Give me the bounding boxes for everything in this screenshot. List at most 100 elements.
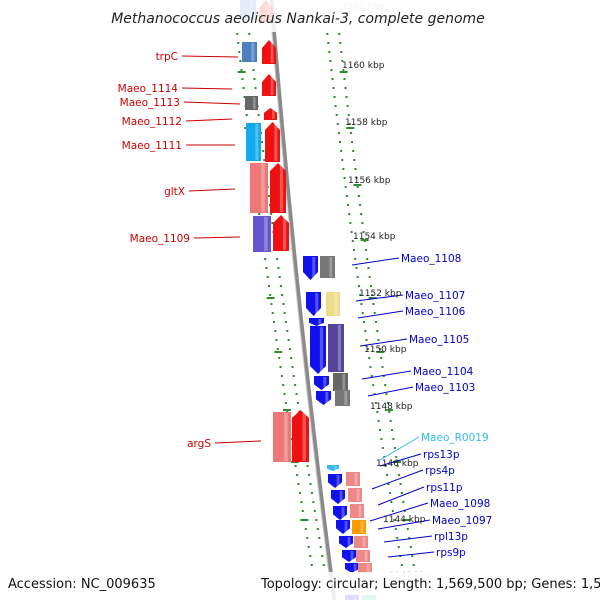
gene-feature[interactable]: [348, 488, 362, 502]
gene-label-right[interactable]: Maeo_1104: [413, 366, 474, 378]
gene-feature[interactable]: [314, 376, 329, 390]
tick-dot: [338, 33, 341, 35]
gene-feature[interactable]: [245, 96, 258, 110]
gene-feature[interactable]: [273, 412, 291, 462]
gene-label-right[interactable]: Maeo_1098: [430, 498, 490, 510]
gene-label-right[interactable]: Maeo_1108: [401, 253, 461, 265]
gene-label-right[interactable]: Maeo_1097: [432, 515, 492, 527]
tick-dot: [264, 258, 267, 260]
gene-label-right[interactable]: rps11p: [426, 482, 463, 494]
gene-feature-layer[interactable]: [240, 0, 376, 600]
gene-shading: [334, 293, 338, 315]
gene-label-right[interactable]: rpl13p: [434, 531, 468, 543]
tick-dot: [340, 51, 343, 53]
gene-label-left[interactable]: trpC: [156, 51, 178, 63]
tick-dot: [245, 114, 248, 116]
gene-feature[interactable]: [306, 292, 321, 316]
gene-label-left[interactable]: Maeo_1112: [122, 116, 182, 128]
gene-feature[interactable]: [346, 472, 360, 486]
gene-feature[interactable]: [333, 373, 348, 391]
gene-feature[interactable]: [310, 326, 326, 374]
label-line-layer: [181, 55, 435, 558]
gene-label-left[interactable]: gltX: [164, 186, 185, 198]
gene-label-left[interactable]: Maeo_1114: [118, 83, 179, 95]
gene-shading: [253, 97, 256, 109]
tick-dot: [373, 393, 376, 395]
gene-label-left[interactable]: Maeo_1109: [130, 233, 190, 245]
gene-feature[interactable]: [356, 550, 370, 562]
tick-dot: [344, 186, 347, 188]
gene-label-left[interactable]: Maeo_1113: [120, 97, 180, 109]
gene-feature[interactable]: [328, 324, 344, 372]
gene-label-right[interactable]: Maeo_1103: [415, 382, 475, 394]
right-label-line: [357, 310, 404, 319]
gene-shading: [302, 411, 306, 461]
tick-dot: [319, 546, 322, 548]
tick-dot: [279, 285, 282, 287]
gene-feature[interactable]: [339, 536, 353, 548]
gene-label-right[interactable]: rps13p: [423, 449, 460, 461]
tick-dot: [271, 312, 274, 314]
gene-label-right[interactable]: rps4p: [425, 465, 455, 477]
gene-feature[interactable]: [345, 563, 359, 573]
gene-feature[interactable]: [328, 474, 342, 488]
left-label-line: [214, 440, 262, 444]
gene-feature[interactable]: [316, 391, 331, 405]
gene-label-left[interactable]: Maeo_1111: [122, 140, 182, 152]
gene-feature[interactable]: [270, 163, 286, 213]
left-label-line: [181, 87, 233, 90]
gene-feature[interactable]: [292, 410, 309, 462]
gene-feature[interactable]: [303, 256, 318, 280]
gene-feature[interactable]: [336, 520, 350, 534]
tick-dot: [261, 141, 264, 143]
gene-label-right[interactable]: Maeo_1107: [405, 290, 465, 302]
gene-feature[interactable]: [335, 390, 350, 406]
gene-feature[interactable]: [262, 74, 276, 96]
gene-feature[interactable]: [326, 292, 340, 316]
gene-label-right[interactable]: Maeo_R0019: [421, 432, 489, 444]
tick-dot: [393, 519, 396, 521]
gene-feature[interactable]: [250, 163, 268, 213]
gene-feature[interactable]: [352, 520, 366, 534]
tick-dot: [359, 294, 362, 296]
gene-feature[interactable]: [253, 216, 271, 252]
gene-feature[interactable]: [350, 504, 364, 518]
tick-dot: [297, 483, 300, 485]
gene-label-right[interactable]: Maeo_1105: [409, 334, 469, 346]
gene-feature[interactable]: [333, 506, 347, 520]
gene-feature[interactable]: [273, 215, 289, 251]
tick-dot: [368, 357, 371, 359]
tick-dot: [370, 375, 373, 377]
gene-shading: [329, 257, 333, 277]
gene-label-left[interactable]: argS: [187, 438, 211, 450]
gene-feature[interactable]: [242, 42, 257, 62]
gene-feature[interactable]: [309, 318, 324, 326]
gene-shading: [341, 507, 345, 519]
gene-shading: [336, 475, 340, 487]
tick-dot: [378, 348, 381, 350]
gene-feature[interactable]: [358, 563, 372, 573]
tick-dot: [374, 402, 377, 404]
tick-dot: [386, 402, 389, 404]
gene-label-right[interactable]: Maeo_1106: [405, 306, 466, 318]
gene-feature[interactable]: [264, 108, 277, 120]
tick-dot: [345, 96, 348, 98]
right-gene-labels[interactable]: Maeo_1108 Maeo_1107 Maeo_1106 Maeo_1105 Maeo…: [401, 253, 492, 559]
gene-feature[interactable]: [320, 256, 335, 278]
gene-feature[interactable]: [342, 550, 356, 562]
tick-dot: [283, 393, 286, 395]
gene-feature[interactable]: [262, 40, 276, 64]
gene-label-right[interactable]: rps9p: [436, 547, 466, 559]
left-gene-labels[interactable]: trpC Maeo_1114 Maeo_1113 Maeo_1112 Maeo_1111…: [118, 51, 212, 450]
gene-feature[interactable]: [354, 536, 368, 548]
tick-dot: [304, 528, 307, 530]
gene-feature[interactable]: [265, 122, 280, 162]
tick-dot: [346, 105, 349, 107]
major-tick-left: [300, 519, 309, 521]
major-tick-right: [353, 184, 362, 186]
gene-feature[interactable]: [331, 490, 345, 504]
gene-feature[interactable]: [327, 465, 339, 471]
gene-feature[interactable]: [246, 123, 261, 161]
tick-dot: [242, 87, 245, 89]
